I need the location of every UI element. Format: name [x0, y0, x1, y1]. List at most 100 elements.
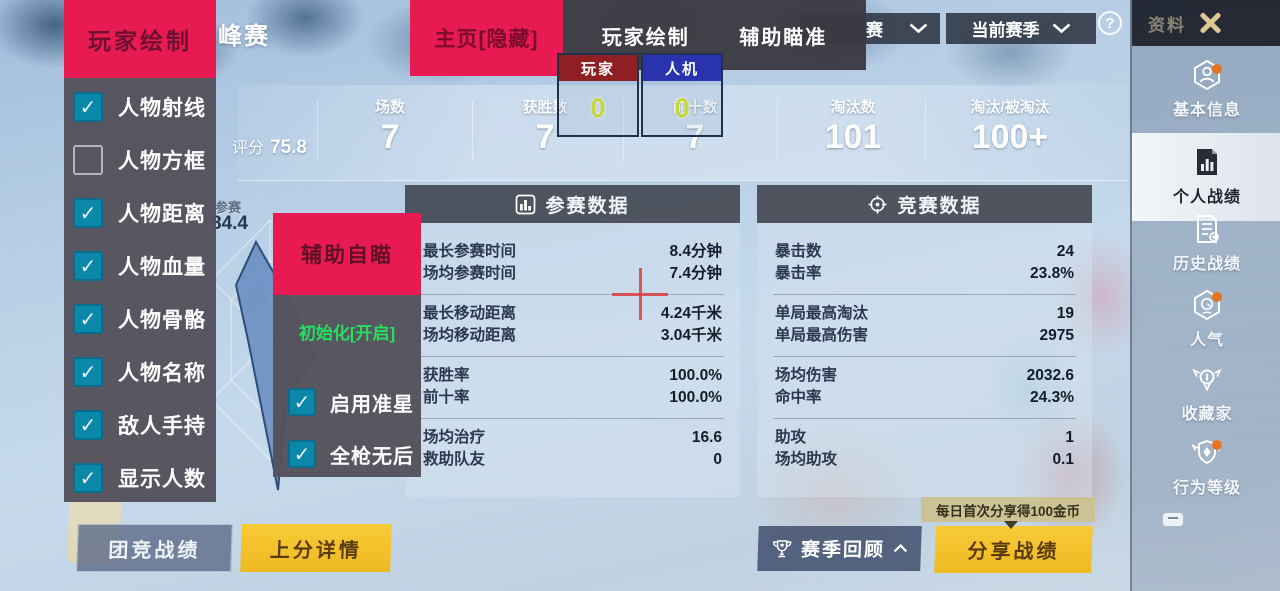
checkbox[interactable]: ✓ [73, 357, 103, 387]
stat-row: 场均移动距离 3.04千米 [423, 327, 722, 344]
hack-tab-draw[interactable]: 玩家绘制 [601, 26, 690, 49]
close-icon[interactable] [1196, 9, 1224, 37]
help-icon[interactable]: ? [1098, 11, 1122, 35]
competition-panel-header: 竞赛数据 [757, 185, 1092, 223]
checkbox[interactable]: ✓ [73, 145, 103, 175]
radar-axis-value: 84.4 [211, 213, 248, 234]
sidebar-item-collector[interactable]: 收藏家 [1132, 362, 1280, 424]
stat-eliminations: 淘汰数 101 [824, 99, 882, 156]
sidebar-item-popularity[interactable]: 人气 [1132, 288, 1280, 350]
profile-sidebar: 资料 基本信息 个人战绩 历史战绩 [1130, 0, 1280, 591]
stat-row: 救助队友 0 [423, 451, 722, 468]
stats-doc-icon [1132, 145, 1280, 179]
mini-list-icon[interactable] [1163, 513, 1183, 526]
checkbox[interactable]: ✓ [288, 388, 316, 416]
participation-panel-header: 参赛数据 [405, 185, 740, 223]
stat-row: 场均治疗 16.6 [423, 429, 722, 446]
sidebar-item-basic-info[interactable]: 基本信息 [1132, 58, 1280, 120]
player-count-value: 0 [590, 92, 606, 123]
stat-row: 场均助攻 0.1 [775, 451, 1074, 468]
checkbox[interactable]: ✓ [73, 304, 103, 334]
checkbox[interactable]: ✓ [73, 198, 103, 228]
divider [472, 100, 473, 162]
draw-menu-item[interactable]: ✓ 人物距离 [64, 194, 216, 232]
stat-row: 单局最高伤害 2975 [775, 327, 1074, 344]
aim-menu-item[interactable]: ✓ 启用准星 [273, 383, 421, 421]
season-dropdown-label: 当前赛季 [971, 21, 1040, 40]
sidebar-item-conduct-level[interactable]: 行为等级 [1132, 436, 1280, 498]
team-record-button[interactable]: 团竞战绩 [76, 524, 233, 572]
chevron-down-icon [1052, 23, 1070, 34]
trophy-icon [773, 539, 792, 557]
player-counter[interactable]: 玩家 0 [557, 53, 639, 137]
draw-menu-body: ✓ 人物射线 ✓ 人物方框 ✓ 人物距离 ✓ 人物血量 ✓ 人物骨骼 ✓ 人物名… [64, 78, 216, 502]
draw-menu-item[interactable]: ✓ 人物名称 [64, 353, 216, 391]
stat-row: 最长移动距离 4.24千米 [423, 305, 722, 322]
rating-value: 75.8 [270, 137, 307, 158]
divider [925, 100, 926, 162]
stats-band [238, 85, 1128, 181]
stat-kd: 淘汰/被淘汰 100+ [970, 99, 1050, 156]
conduct-badge-icon [1132, 436, 1280, 470]
chevron-down-icon [909, 23, 928, 34]
checkbox[interactable]: ✓ [73, 463, 103, 493]
profile-hex-icon [1132, 58, 1280, 92]
share-record-button[interactable]: 分享战绩 [934, 526, 1093, 573]
stat-wins: 获胜数 7 [522, 99, 568, 156]
checkbox[interactable]: ✓ [288, 440, 316, 468]
stat-matches: 场数 7 [374, 99, 405, 156]
sidebar-title: 资料 [1148, 15, 1186, 35]
stat-row: 获胜率 100.0% [423, 367, 722, 384]
draw-menu-item[interactable]: ✓ 人物骨骼 [64, 300, 216, 338]
stat-row: 最长参赛时间 8.4分钟 [423, 243, 722, 260]
stat-top10: 前十数 7 [672, 99, 718, 156]
rating-label: 评分 [232, 140, 265, 157]
share-reward-tooltip: 每日首次分享得100金币 [921, 497, 1095, 522]
participation-panel-title: 参赛数据 [545, 195, 630, 217]
hack-tab-aim[interactable]: 辅助瞄准 [739, 26, 828, 49]
checkbox[interactable]: ✓ [73, 251, 103, 281]
bot-counter[interactable]: 人机 0 [641, 53, 723, 137]
divider [623, 100, 624, 162]
hack-home-button[interactable]: 主页[隐藏] [410, 0, 563, 76]
stat-row: 场均参赛时间 7.4分钟 [423, 265, 722, 282]
rating-score: 评分 75.8 [232, 134, 307, 159]
checkbox[interactable]: ✓ [73, 92, 103, 122]
draw-menu-item[interactable]: ✓ 人物血量 [64, 247, 216, 285]
stat-row: 暴击率 23.8% [775, 265, 1074, 282]
stat-row: 助攻 1 [775, 429, 1074, 446]
sidebar-header: 资料 [1132, 0, 1280, 46]
competition-panel-body: 暴击数 24 暴击率 23.8% 单局最高淘汰 19 单局最高伤害 2975 场均伤害 2… [757, 223, 1092, 497]
collector-medal-icon [1132, 362, 1280, 396]
page-title: 峰赛 [218, 23, 270, 50]
draw-menu-item[interactable]: ✓ 人物方框 [64, 141, 216, 179]
target-icon [868, 195, 887, 213]
stat-row: 前十率 100.0% [423, 389, 722, 406]
sidebar-item-personal-record[interactable]: 个人战绩 [1132, 133, 1280, 221]
stat-row: 单局最高淘汰 19 [775, 305, 1074, 322]
divider [317, 100, 318, 162]
stat-row: 命中率 24.3% [775, 389, 1074, 406]
draw-menu-item[interactable]: ✓ 人物射线 [64, 88, 216, 126]
tooltip-pointer [1004, 521, 1018, 529]
notification-dot [1212, 440, 1222, 450]
stat-row: 场均伤害 2032.6 [775, 367, 1074, 384]
season-dropdown[interactable]: 当前赛季 [946, 13, 1096, 44]
aim-menu-item[interactable]: ✓ 全枪无后 [273, 435, 421, 473]
checkbox[interactable]: ✓ [73, 410, 103, 440]
bar-chart-icon [516, 194, 536, 214]
season-review-button[interactable]: 赛季回顾 [757, 526, 922, 571]
history-doc-icon [1132, 212, 1280, 246]
draw-menu-item[interactable]: ✓ 敌人手持 [64, 406, 216, 444]
competition-panel: 竞赛数据 暴击数 24 暴击率 23.8% 单局最高淘汰 19 单局最高伤害 2975 … [757, 185, 1092, 497]
draw-menu-item[interactable]: ✓ 显示人数 [64, 459, 216, 497]
aim-menu-header[interactable]: 辅助自瞄 [273, 213, 421, 295]
notification-dot [1212, 292, 1222, 302]
sidebar-item-history-record[interactable]: 历史战绩 [1132, 212, 1280, 274]
draw-menu-header[interactable]: 玩家绘制 [64, 0, 216, 78]
mode-dropdown-label: 赛 [866, 21, 883, 40]
aim-init-status[interactable]: 初始化[开启] [298, 324, 396, 343]
divider [777, 100, 778, 162]
popularity-flower-icon [1132, 288, 1280, 322]
rank-detail-button[interactable]: 上分详情 [240, 524, 392, 572]
